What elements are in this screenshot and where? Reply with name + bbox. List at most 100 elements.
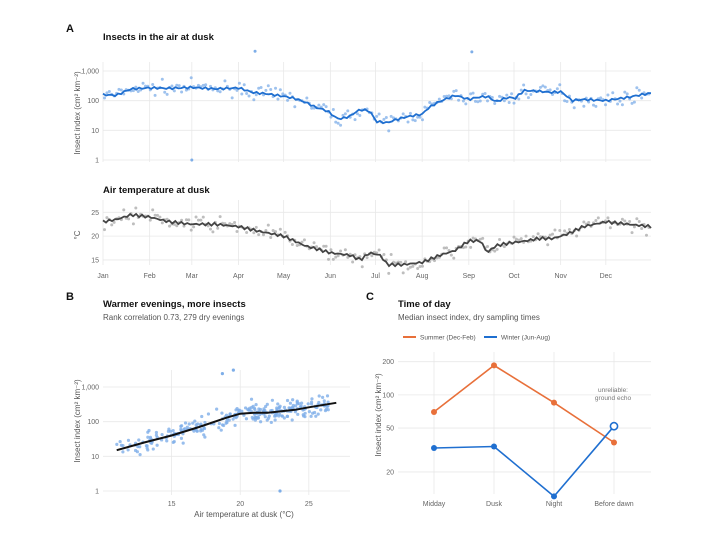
x-tick-label: 20	[236, 501, 244, 508]
month-axis-labels: Jan Feb Mar Apr May Jun Jul Aug Sep Oct Nov Dec	[97, 273, 612, 280]
scatter-point	[225, 419, 229, 423]
scatter-point	[183, 421, 188, 425]
temperature-point	[623, 219, 627, 223]
month-label: Jun	[325, 273, 336, 280]
insect-point	[637, 88, 641, 92]
panel-b-xlabel: Air temperature at dusk (°C)	[194, 510, 294, 519]
y-tick-label: 20	[91, 234, 99, 241]
temperature-point	[155, 213, 159, 217]
scatter-point	[290, 418, 294, 422]
insect-point	[329, 115, 333, 119]
temperature-point	[196, 218, 200, 222]
temperature-point	[257, 233, 261, 237]
scatter-point	[194, 423, 198, 427]
insect-point	[486, 99, 490, 103]
insect-point	[563, 99, 567, 103]
temperature-point	[433, 259, 437, 263]
insect-point	[235, 88, 239, 92]
panel-a-top-ylabel: Insect index (cm² km⁻²)	[73, 71, 82, 155]
temperature-point	[110, 223, 114, 227]
temperature-point	[370, 254, 374, 258]
scatter-point	[311, 411, 315, 415]
insect-point	[281, 92, 285, 96]
insect-point	[377, 112, 381, 116]
scatter-point	[234, 408, 238, 412]
scatter-point	[206, 412, 211, 416]
scatter-point	[273, 418, 277, 422]
temperature-point	[290, 242, 294, 246]
panel-b-x-ticks: 15 20 25	[168, 501, 313, 508]
scatter-point	[154, 433, 158, 437]
series-line	[433, 364, 615, 444]
temperature-point	[553, 228, 557, 232]
scatter-point	[187, 422, 191, 426]
scatter-point	[265, 402, 269, 406]
temperature-point	[266, 223, 270, 227]
insect-point	[353, 118, 357, 122]
insect-point	[454, 89, 458, 93]
scatter-point	[121, 450, 125, 454]
panel-a-bottom-y-ticks: 15 20 25	[91, 210, 99, 265]
insect-point	[582, 104, 586, 108]
scatter-point	[265, 418, 269, 422]
insect-point	[498, 94, 502, 98]
y-tick-label: 1	[95, 489, 99, 496]
temperature-point	[620, 217, 624, 221]
scatter-point	[215, 407, 219, 411]
temperature-point	[558, 228, 562, 232]
insect-point	[218, 90, 222, 94]
insect-point	[107, 89, 111, 93]
scatter-point	[147, 428, 151, 433]
insect-point	[625, 92, 629, 96]
temperature-point	[608, 226, 612, 230]
month-label: Aug	[416, 273, 429, 280]
temperature-point	[134, 206, 138, 210]
y-tick-label: 100	[87, 98, 99, 105]
temperature-point	[351, 260, 355, 264]
temperature-point	[334, 255, 338, 259]
insect-point	[481, 92, 485, 96]
temperature-point	[517, 238, 521, 242]
temperature-point	[295, 244, 299, 248]
temperature-point	[192, 225, 196, 229]
insect-point	[416, 115, 420, 119]
insect-point	[153, 93, 157, 97]
temperature-point	[187, 218, 191, 222]
insect-point	[630, 101, 634, 105]
temperature-point	[382, 253, 386, 257]
series-point-hollow	[609, 421, 619, 431]
temperature-point	[184, 218, 188, 222]
temperature-point	[331, 257, 335, 261]
temperature-point	[587, 220, 591, 224]
insect-smooth-line	[102, 85, 652, 125]
temperature-point	[302, 238, 306, 242]
insect-point	[201, 83, 205, 87]
series-point	[431, 444, 437, 451]
insect-point	[406, 120, 410, 124]
temperature-point	[312, 241, 316, 245]
scatter-point	[269, 420, 273, 425]
temperature-point	[127, 217, 131, 221]
y-tick-label: 10	[91, 454, 99, 461]
scatter-point	[295, 402, 299, 406]
series-line	[433, 425, 615, 498]
insect-point	[105, 91, 109, 95]
scatter-point	[307, 409, 312, 414]
scatter-point	[296, 412, 300, 416]
scatter-point	[282, 416, 286, 420]
insect-point	[334, 120, 338, 124]
scatter-point	[148, 435, 153, 439]
temperature-point	[452, 256, 456, 260]
insect-point	[572, 106, 576, 110]
scatter-point	[326, 400, 330, 404]
insect-point	[204, 83, 208, 87]
temperature-point	[546, 243, 550, 247]
insect-point	[517, 97, 521, 101]
panel-c-title: Time of day	[398, 299, 451, 310]
scatter-point	[291, 398, 295, 402]
series-point	[431, 408, 437, 415]
temperature-point	[445, 246, 449, 250]
temperature-point	[563, 229, 567, 233]
scatter-point	[200, 428, 205, 432]
insect-point	[606, 93, 610, 97]
